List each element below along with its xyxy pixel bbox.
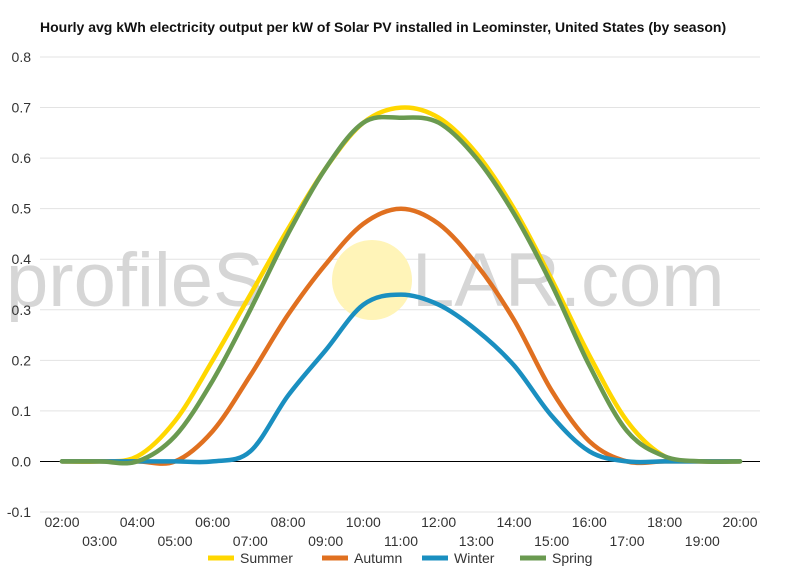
x-tick-label: 11:00 [384, 533, 418, 549]
x-tick-label: 16:00 [572, 514, 607, 530]
x-tick-label: 09:00 [308, 533, 343, 549]
x-tick-label: 05:00 [157, 533, 192, 549]
series-line-summer [59, 105, 743, 465]
x-tick-label: 20:00 [722, 514, 757, 530]
x-axis-ticks: 02:0003:0004:0005:0006:0007:0008:0009:00… [44, 514, 757, 549]
x-tick-label: 03:00 [82, 533, 117, 549]
x-tick-label: 18:00 [647, 514, 682, 530]
y-axis-ticks: -0.1 0.0 0.1 0.2 0.3 0.4 0.5 0.6 0.7 0.8 [7, 49, 31, 520]
y-tick-label: 0.4 [12, 251, 32, 267]
x-tick-label: 17:00 [609, 533, 644, 549]
series-lines [59, 105, 743, 466]
y-tick-label: 0.0 [12, 453, 32, 469]
y-tick-label: 0.1 [12, 403, 32, 419]
x-tick-label: 07:00 [233, 533, 268, 549]
x-tick-label: 19:00 [685, 533, 720, 549]
legend-label-autumn: Autumn [354, 550, 402, 566]
y-tick-label: 0.2 [12, 352, 32, 368]
legend: Summer Autumn Winter Spring [208, 550, 592, 566]
x-tick-label: 08:00 [270, 514, 305, 530]
x-tick-label: 06:00 [195, 514, 230, 530]
y-tick-label: 0.8 [12, 49, 32, 65]
x-tick-label: 10:00 [346, 514, 381, 530]
x-tick-label: 14:00 [496, 514, 531, 530]
series-line-spring [59, 114, 743, 466]
x-tick-label: 12:00 [421, 514, 456, 530]
sun-icon [332, 240, 412, 320]
y-tick-label: 0.5 [12, 201, 32, 217]
legend-label-winter: Winter [454, 550, 495, 566]
y-tick-label: 0.7 [12, 100, 32, 116]
series-line-winter [59, 292, 743, 465]
x-tick-label: 13:00 [459, 533, 494, 549]
legend-label-spring: Spring [552, 550, 592, 566]
x-tick-label: 15:00 [534, 533, 569, 549]
x-tick-label: 02:00 [44, 514, 79, 530]
y-tick-label: -0.1 [7, 504, 31, 520]
x-tick-label: 04:00 [120, 514, 155, 530]
chart-title: Hourly avg kWh electricity output per kW… [40, 19, 727, 35]
profilesolar-watermark: profileS LAR.com [6, 238, 725, 323]
watermark-text-left: profileS [6, 238, 264, 323]
y-tick-label: 0.6 [12, 150, 32, 166]
y-tick-label: 0.3 [12, 302, 32, 318]
legend-label-summer: Summer [240, 550, 293, 566]
